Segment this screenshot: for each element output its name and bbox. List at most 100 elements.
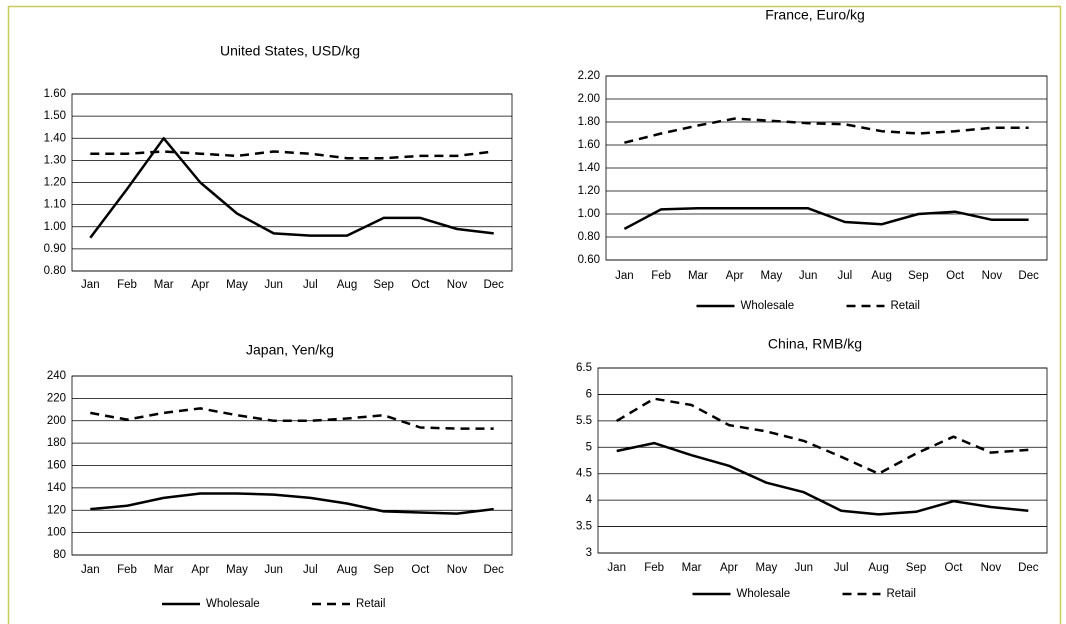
x-tick-label: Jul	[834, 562, 849, 574]
legend-label: Wholesale	[741, 300, 795, 312]
x-tick-label: Apr	[191, 279, 209, 291]
x-tick-label: Aug	[868, 562, 888, 574]
x-tick-label: Nov	[981, 562, 1002, 574]
x-tick-label: Feb	[117, 564, 137, 576]
plot-border	[71, 93, 513, 272]
x-tick-label: May	[761, 270, 783, 282]
chart-title: France, Euro/kg	[765, 7, 865, 23]
x-tick-label: Jul	[303, 279, 318, 291]
plot-border	[605, 75, 1048, 261]
chart-panel: France, Euro/kg 0.60 0.80 1.00 1.20 1.40 1.60 1…	[578, 7, 1048, 312]
x-tick-label: May	[756, 562, 778, 574]
x-tick-label: Aug	[871, 270, 891, 282]
x-tick-label: Jun	[264, 279, 283, 291]
y-tick-label: 6.5	[576, 362, 592, 374]
x-tick-label: Oct	[411, 564, 430, 576]
y-tick-label: 0.60	[578, 254, 600, 266]
x-tick-label: Feb	[644, 562, 664, 574]
x-tick-label: Jun	[799, 270, 818, 282]
y-tick-label: 1.40	[578, 162, 600, 174]
x-tick-label: May	[226, 279, 248, 291]
chart-title: Japan, Yen/kg	[246, 342, 334, 358]
x-tick-label: Dec	[483, 279, 504, 291]
y-tick-label: 1.10	[44, 199, 66, 211]
y-tick-label: 100	[47, 527, 66, 539]
chart-title: United States, USD/kg	[220, 43, 360, 59]
plot-border	[71, 375, 513, 556]
x-tick-label: Jun	[264, 564, 283, 576]
x-tick-label: Jun	[795, 562, 814, 574]
x-tick-label: Sep	[373, 279, 393, 291]
x-tick-label: Aug	[337, 279, 357, 291]
y-tick-label: 120	[47, 504, 66, 516]
x-tick-label: Oct	[945, 562, 964, 574]
y-tick-label: 5.5	[576, 415, 592, 427]
y-tick-label: 1.00	[44, 221, 66, 233]
y-tick-label: 3	[586, 547, 592, 559]
y-tick-label: 5	[586, 441, 592, 453]
x-tick-label: Jul	[838, 270, 853, 282]
y-tick-label: 1.60	[44, 88, 66, 100]
legend-label: Wholesale	[737, 588, 791, 600]
x-tick-label: Oct	[946, 270, 965, 282]
x-tick-label: Oct	[411, 279, 430, 291]
x-tick-label: Sep	[906, 562, 926, 574]
y-tick-label: 1.20	[578, 185, 600, 197]
legend-label: Retail	[887, 588, 916, 600]
series-line	[90, 407, 494, 430]
x-tick-label: Mar	[154, 279, 174, 291]
y-tick-label: 1.50	[44, 110, 66, 122]
x-tick-label: Apr	[720, 562, 738, 574]
y-tick-label: 80	[53, 549, 66, 561]
y-tick-label: 3.5	[576, 521, 592, 533]
y-tick-label: 1.30	[44, 154, 66, 166]
y-tick-label: 6	[586, 388, 592, 400]
x-tick-label: Jan	[81, 564, 100, 576]
x-tick-label: Apr	[191, 564, 209, 576]
y-tick-label: 200	[47, 415, 66, 427]
legend-label: Retail	[356, 598, 385, 610]
y-tick-label: 1.60	[578, 139, 600, 151]
y-tick-label: 1.80	[578, 116, 600, 128]
x-tick-label: Dec	[1018, 562, 1039, 574]
y-tick-label: 180	[47, 437, 66, 449]
chart-panel: Japan, Yen/kg 80 100 120 140 160 180 200 220 240 J…	[47, 342, 513, 610]
series-line	[616, 397, 1029, 475]
y-tick-label: 1.40	[44, 132, 66, 144]
x-tick-label: Sep	[908, 270, 928, 282]
series-line	[623, 207, 1029, 231]
y-tick-label: 240	[47, 370, 66, 382]
x-tick-label: Feb	[117, 279, 137, 291]
x-tick-label: Dec	[483, 564, 504, 576]
y-tick-label: 1.00	[578, 208, 600, 220]
y-tick-label: 4.5	[576, 468, 592, 480]
x-tick-label: Dec	[1018, 270, 1039, 282]
x-tick-label: Apr	[726, 270, 744, 282]
frame	[7, 5, 1062, 624]
x-tick-label: Mar	[688, 270, 708, 282]
x-tick-label: May	[226, 564, 248, 576]
x-tick-label: Nov	[447, 279, 468, 291]
x-tick-label: Nov	[447, 564, 468, 576]
series-line	[90, 492, 494, 515]
x-tick-label: Jan	[81, 279, 100, 291]
x-tick-label: Aug	[337, 564, 357, 576]
y-tick-label: 220	[47, 392, 66, 404]
y-tick-label: 0.90	[44, 243, 66, 255]
chart-title: China, RMB/kg	[768, 336, 862, 352]
y-tick-label: 2.00	[578, 93, 600, 105]
chart-panel: China, RMB/kg 3 3.5 4 4.5 5 5.5 6 6.5 Jan Feb Mar Ap…	[576, 336, 1048, 600]
y-tick-label: 0.80	[578, 231, 600, 243]
series-line	[89, 137, 494, 239]
series-line	[616, 441, 1029, 516]
x-tick-label: Jan	[607, 562, 626, 574]
chart-panel: United States, USD/kg 0.80 0.90 1.00 1.10 1.2…	[44, 43, 513, 291]
x-tick-label: Sep	[373, 564, 393, 576]
y-tick-label: 1.20	[44, 177, 66, 189]
x-tick-label: Mar	[154, 564, 174, 576]
legend-label: Retail	[891, 300, 920, 312]
plot-border	[597, 367, 1048, 554]
y-tick-label: 2.20	[578, 70, 600, 82]
series-line	[90, 150, 494, 160]
